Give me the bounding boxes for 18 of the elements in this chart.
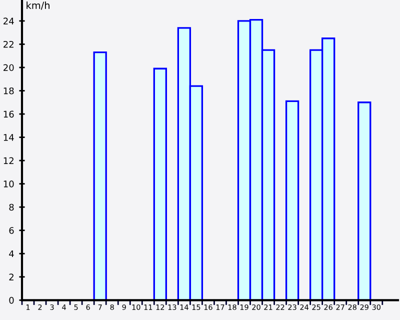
- y-tick-label: 2: [9, 274, 14, 280]
- y-tick-label: 0: [9, 296, 14, 304]
- y-tick-label: 12: [4, 157, 14, 164]
- y-tick-label: 18: [4, 87, 14, 94]
- bar: [93, 52, 107, 301]
- bar: [358, 102, 372, 301]
- y-tick-label: 22: [4, 40, 14, 48]
- y-tick-label: 4: [9, 250, 14, 258]
- y-tick-label: 10: [4, 180, 14, 188]
- y-tick-label: 20: [4, 64, 14, 72]
- y-tick-label: 6: [9, 227, 14, 234]
- y-tick-label: 24: [4, 18, 14, 24]
- y-axis-title: km/h: [26, 2, 50, 10]
- bar: [153, 68, 167, 301]
- y-tick-label: 14: [4, 134, 14, 141]
- y-tick-label: 16: [4, 110, 14, 118]
- y-tick-label: 8: [9, 204, 14, 211]
- bar: [285, 100, 300, 301]
